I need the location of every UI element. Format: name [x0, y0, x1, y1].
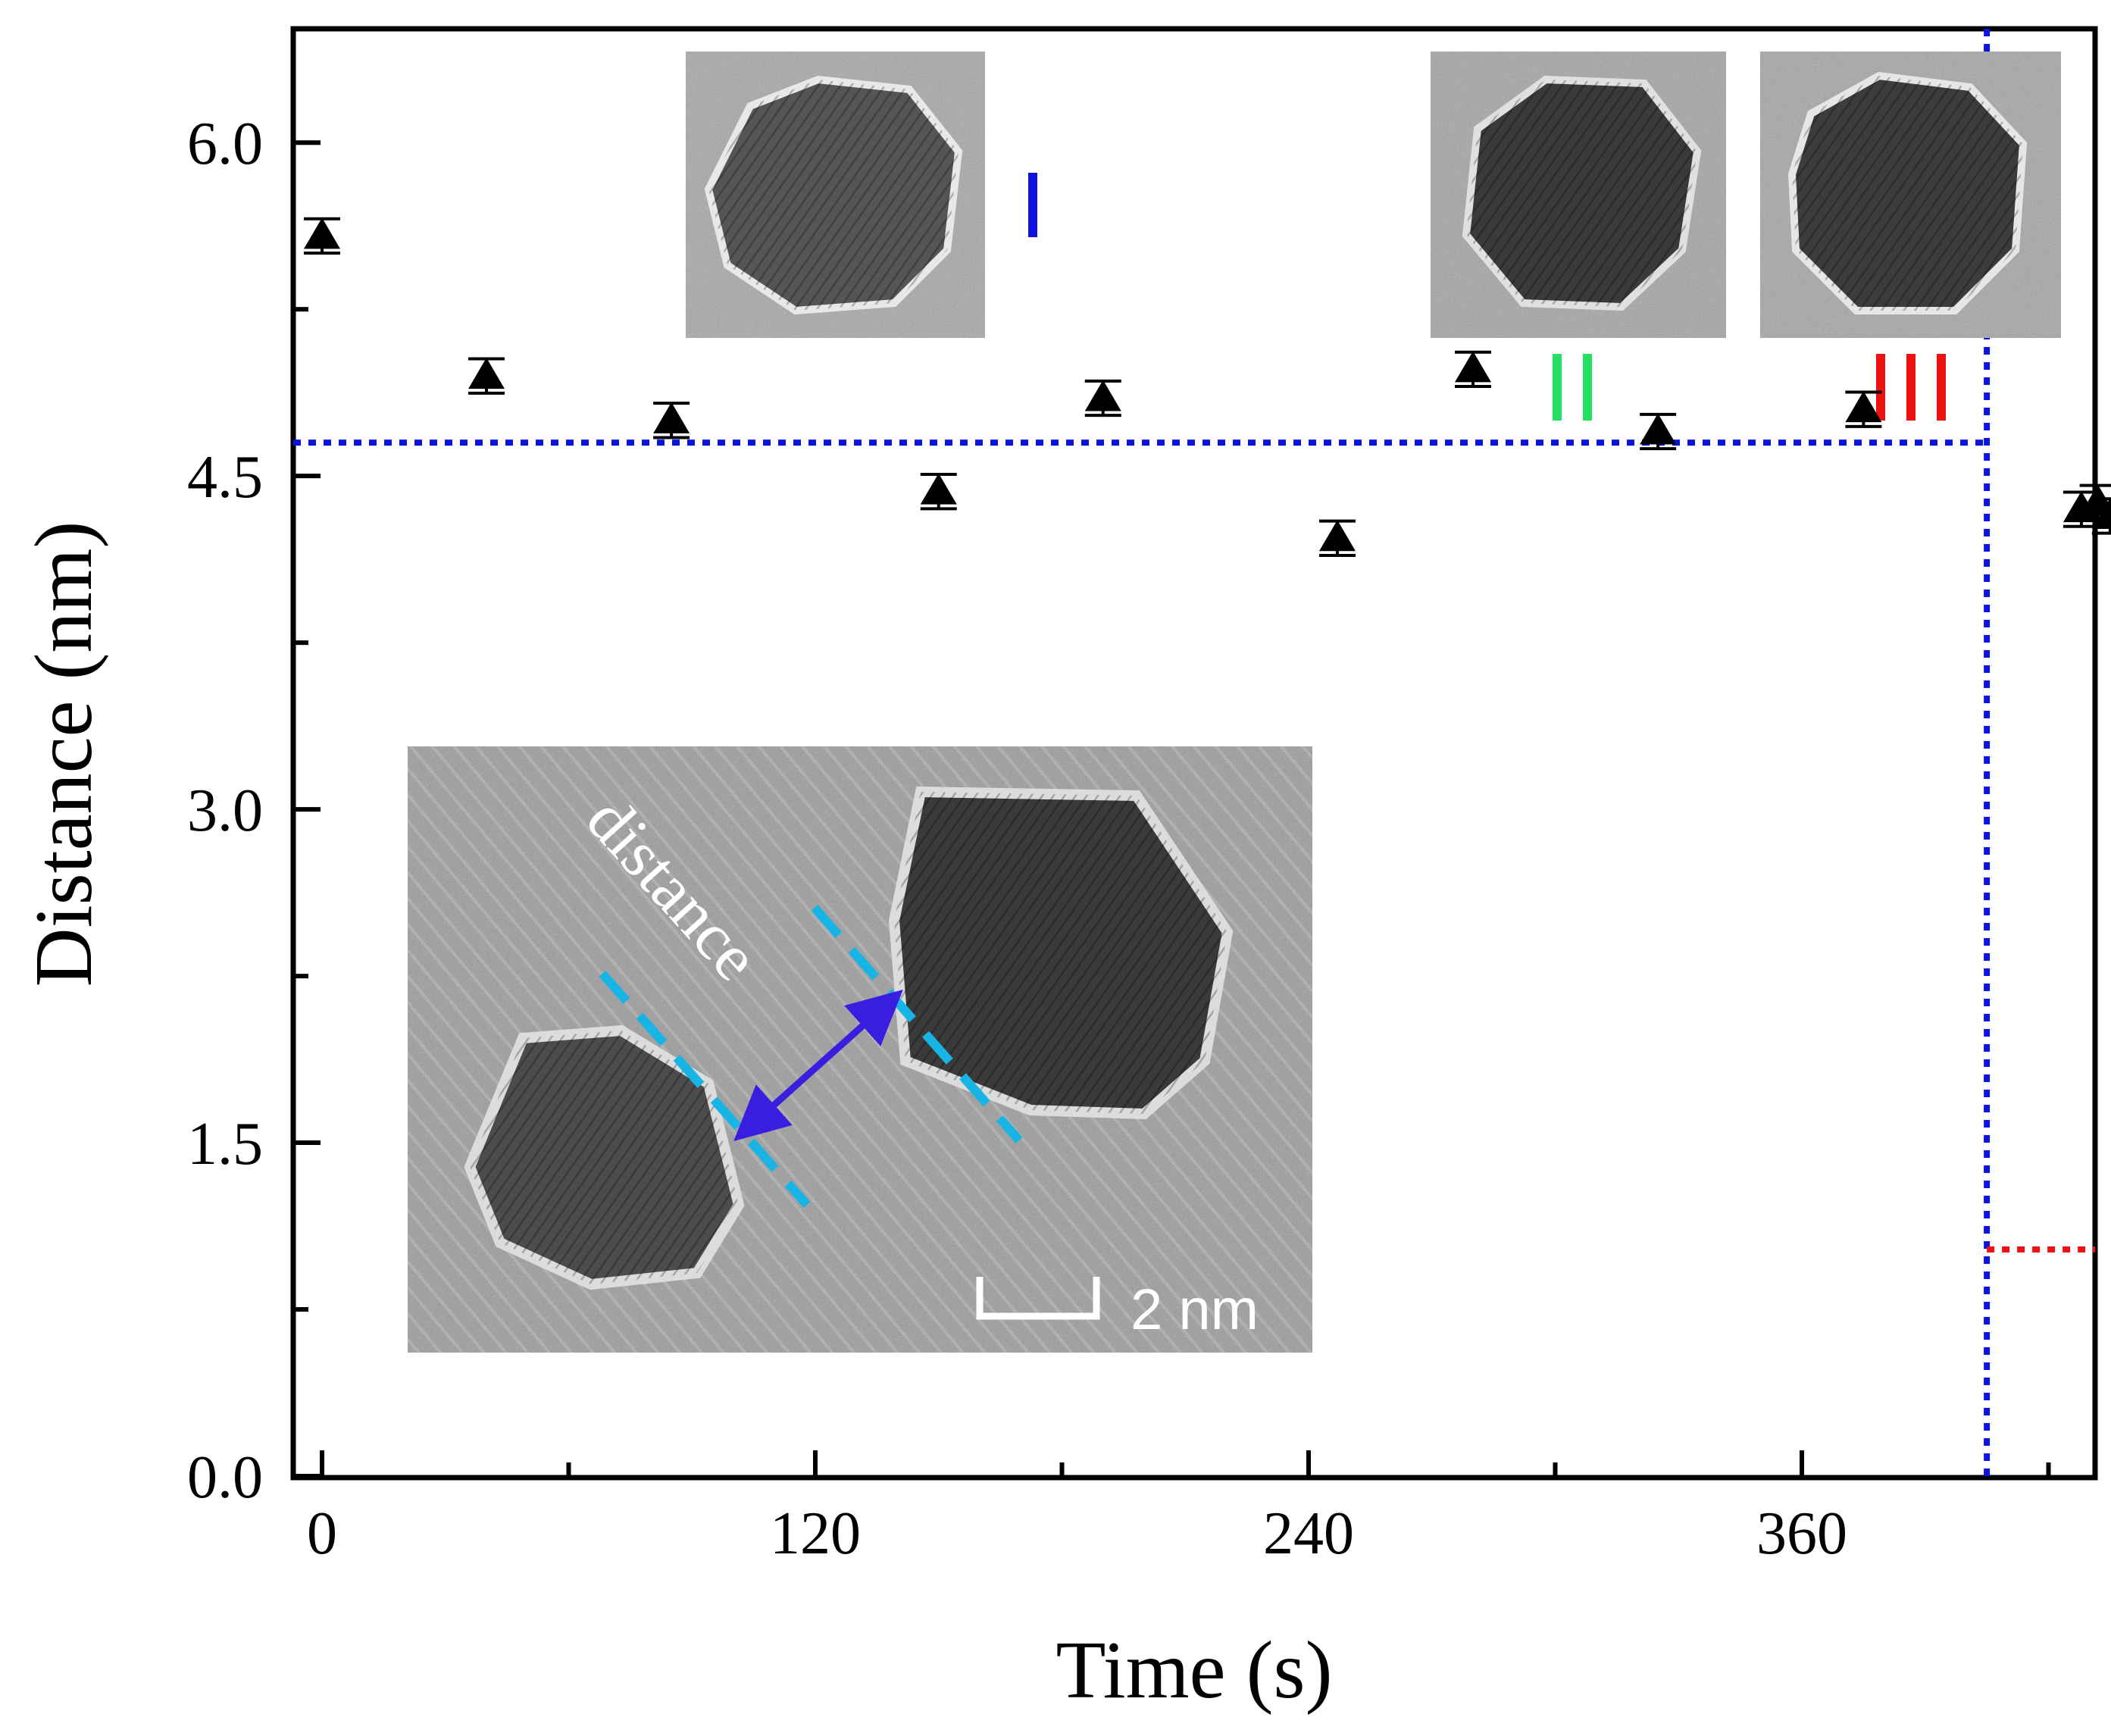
data-point — [2091, 497, 2111, 535]
y-tick-label: 6.0 — [187, 111, 263, 177]
stage-markers: IIIIII — [1028, 173, 1946, 421]
triangle-marker — [920, 473, 957, 505]
data-point — [468, 357, 505, 395]
triangle-marker — [1084, 380, 1121, 411]
inset-image-main: distance 2 nm — [408, 746, 1312, 1353]
x-axis-title: Time (s) — [1056, 1625, 1332, 1716]
data-point — [920, 473, 957, 511]
stage-label-3: III — [1876, 354, 1946, 421]
x-tick-label: 360 — [1756, 1500, 1847, 1567]
y-tick-label: 4.5 — [187, 444, 263, 511]
scale-bar — [976, 1277, 1100, 1320]
stage-label-2: II — [1553, 354, 1592, 421]
plot-frame — [290, 26, 2098, 1481]
x-tick-label: 240 — [1263, 1500, 1354, 1567]
y-tick-label: 0.0 — [187, 1444, 263, 1511]
data-point — [1318, 519, 1356, 557]
triangle-marker — [1455, 351, 1491, 383]
data-point — [1455, 350, 1491, 389]
inset-image-stage-3 — [1760, 52, 2061, 338]
data-point — [1084, 379, 1121, 418]
triangle-marker — [1845, 391, 1882, 423]
reference-lines — [293, 29, 2095, 1478]
triangle-marker — [304, 217, 340, 249]
triangle-marker — [468, 358, 505, 389]
y-tick-label: 1.5 — [187, 1111, 263, 1178]
y-tick-label: 3.0 — [187, 777, 263, 844]
y-axis-title: Distance (nm) — [19, 521, 109, 987]
inset-image-stage-2 — [1431, 52, 1726, 338]
distance-arrow — [733, 990, 903, 1141]
data-point — [1640, 412, 1677, 451]
inset-image-stage-1 — [686, 52, 985, 338]
triangle-marker — [2091, 497, 2111, 529]
triangle-marker — [1640, 413, 1677, 445]
triangle-marker — [1318, 520, 1356, 552]
axis-ticks: 01202403604806000.01.53.04.56.0 — [187, 111, 2051, 1567]
data-point — [304, 217, 340, 255]
data-point — [1845, 390, 1882, 428]
x-tick-label: 0 — [307, 1500, 337, 1567]
x-tick-label: 120 — [770, 1500, 861, 1567]
data-series — [304, 217, 2111, 557]
triangle-marker — [653, 402, 690, 433]
dashed-boundary-right — [811, 905, 1023, 1143]
data-point — [653, 402, 690, 439]
dashed-boundary-left — [599, 971, 811, 1208]
scale-bar-label: 2 nm — [1131, 1278, 1259, 1342]
